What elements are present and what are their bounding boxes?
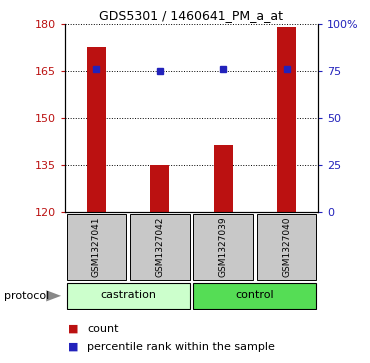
Text: count: count [87, 323, 118, 334]
Bar [150, 164, 169, 212]
Text: control: control [236, 290, 274, 300]
Text: GSM1327039: GSM1327039 [219, 216, 228, 277]
Text: GSM1327040: GSM1327040 [282, 217, 291, 277]
Text: percentile rank within the sample: percentile rank within the sample [87, 342, 275, 352]
Bar [87, 47, 106, 212]
Bar [194, 283, 316, 309]
Bar [257, 214, 316, 280]
Bar [194, 214, 253, 280]
Text: protocol: protocol [4, 291, 49, 301]
Text: ■: ■ [68, 342, 79, 352]
Text: GDS5301 / 1460641_PM_a_at: GDS5301 / 1460641_PM_a_at [98, 9, 283, 22]
Polygon shape [46, 290, 61, 301]
Text: castration: castration [100, 290, 156, 300]
Bar [277, 27, 296, 212]
Text: ■: ■ [68, 323, 79, 334]
Text: GSM1327042: GSM1327042 [155, 217, 164, 277]
Text: GSM1327041: GSM1327041 [92, 217, 101, 277]
Bar [213, 145, 233, 212]
Bar [67, 214, 126, 280]
Bar [67, 283, 189, 309]
Bar [130, 214, 189, 280]
